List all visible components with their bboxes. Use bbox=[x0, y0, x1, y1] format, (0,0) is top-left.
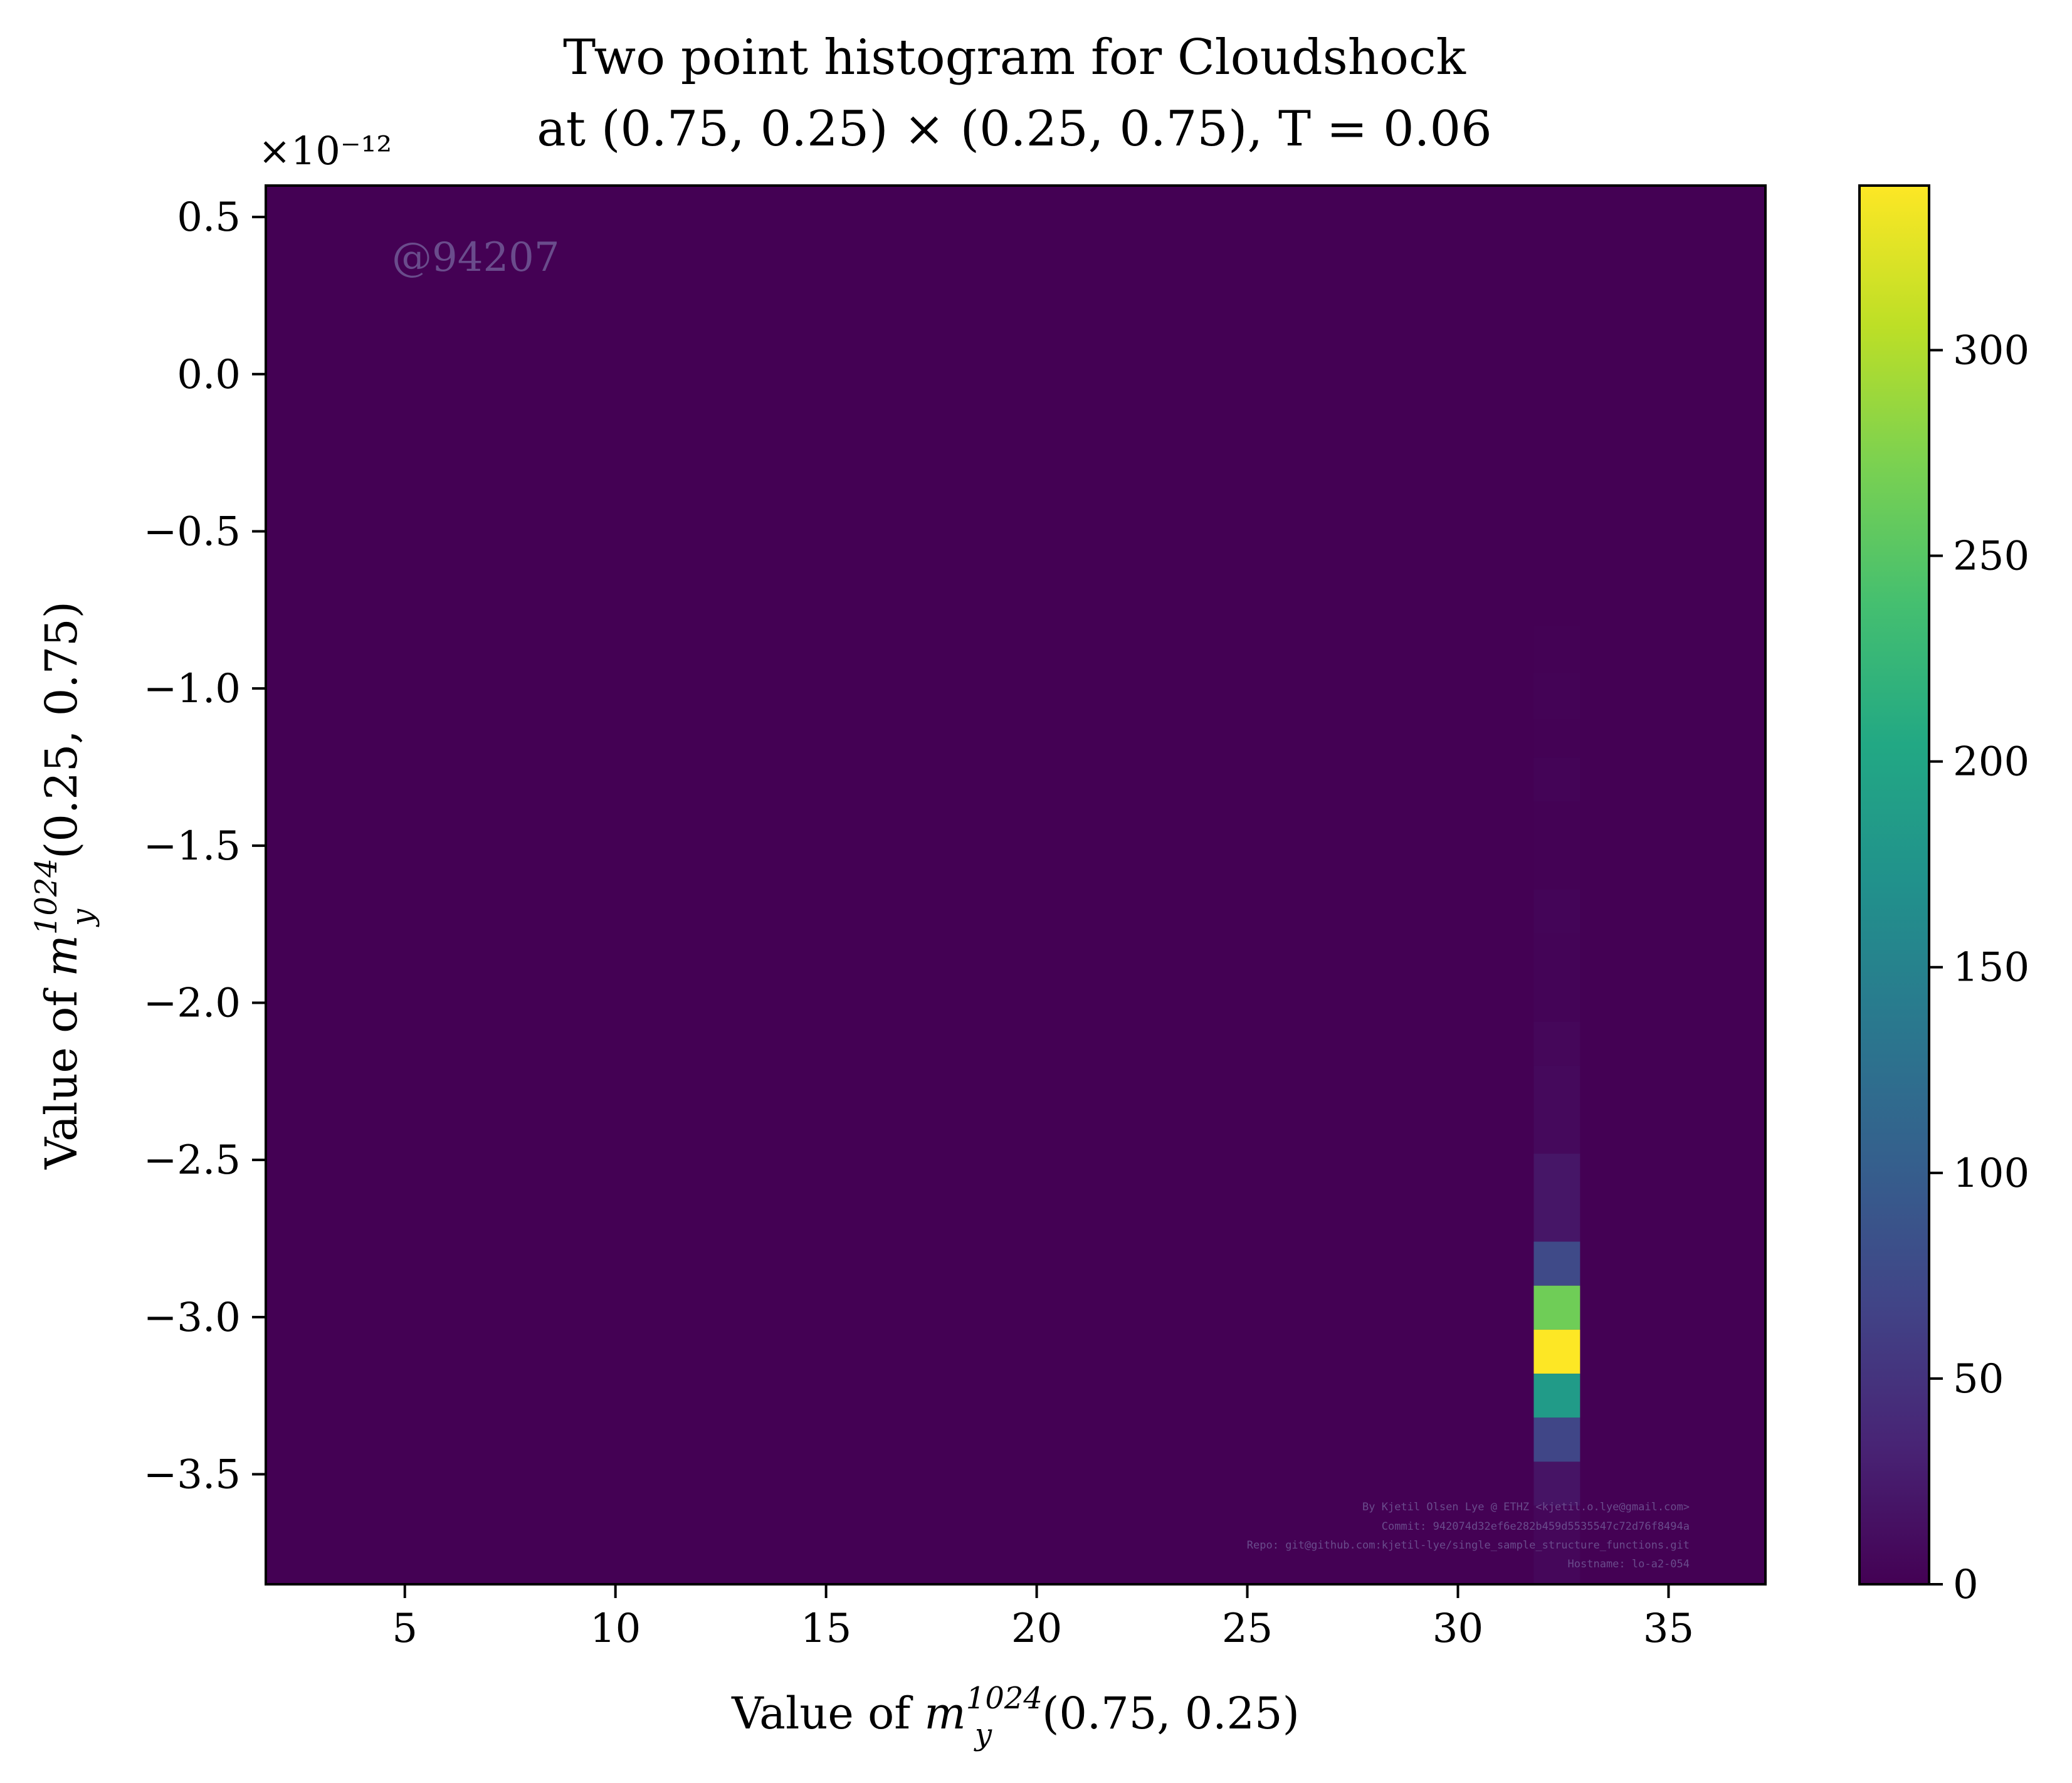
y-axis-label: Value of m1024y(0.25, 0.75) bbox=[29, 601, 100, 1170]
heatmap-cell-12 bbox=[1533, 1329, 1580, 1374]
y-tick-label-6: −2.5 bbox=[144, 1137, 241, 1184]
watermark-tag: @94207 bbox=[392, 234, 560, 281]
colorbar-tick-label-6: 300 bbox=[1953, 327, 2029, 374]
heatmap-cell-6 bbox=[1533, 934, 1580, 1022]
y-axis-ticks: 0.5 0.0 −0.5 −1.0 −1.5 −2.0 −2.5 −3.0 −3.5 bbox=[144, 194, 266, 1498]
x-axis-ticks: 5 10 15 20 25 30 35 bbox=[392, 1584, 1694, 1652]
y-tick-label-7: −3.0 bbox=[144, 1295, 241, 1341]
heatmap-cell-4 bbox=[1533, 801, 1580, 890]
heatmap-cell-14 bbox=[1533, 1417, 1580, 1462]
y-tick-label-8: −3.5 bbox=[144, 1452, 241, 1498]
chart-title-line-1: Two point histogram for Cloudshock bbox=[563, 29, 1466, 86]
x-tick-label-3: 20 bbox=[1011, 1606, 1062, 1652]
x-axis-label-prefix: Value of bbox=[731, 1688, 924, 1739]
heatmap-cell-1 bbox=[1533, 673, 1580, 720]
x-tick-label-5: 30 bbox=[1433, 1606, 1483, 1652]
heatmap-cell-9 bbox=[1533, 1154, 1580, 1242]
colorbar-tick-label-5: 250 bbox=[1953, 534, 2029, 580]
y-tick-label-5: −2.0 bbox=[144, 981, 241, 1027]
y-tick-label-0: 0.5 bbox=[177, 194, 241, 241]
colorbar-gradient bbox=[1859, 186, 1929, 1584]
x-axis-label: Value of m1024 y (0.75, 0.25) bbox=[731, 1681, 1300, 1752]
heatmap-cell-10 bbox=[1533, 1241, 1580, 1286]
x-tick-label-6: 35 bbox=[1643, 1606, 1694, 1652]
colorbar-tick-label-3: 150 bbox=[1953, 945, 2029, 991]
heatmap-cell-0 bbox=[1533, 625, 1580, 673]
heatmap-cells bbox=[1533, 625, 1580, 1584]
heatmap-cell-3 bbox=[1533, 757, 1580, 802]
y-tick-label-3: −1.0 bbox=[144, 666, 241, 712]
heatmap-cell-8 bbox=[1533, 1065, 1580, 1154]
colorbar-tick-label-1: 50 bbox=[1953, 1356, 2004, 1402]
x-tick-label-1: 10 bbox=[590, 1606, 641, 1652]
colorbar-tick-label-2: 100 bbox=[1953, 1150, 2029, 1197]
plot-background bbox=[266, 186, 1765, 1584]
heatmap-cell-11 bbox=[1533, 1285, 1580, 1330]
plot-frame bbox=[265, 184, 1767, 1586]
y-tick-label-1: 0.0 bbox=[177, 352, 241, 398]
y-axis-offset-text: ×10⁻¹² bbox=[258, 128, 392, 174]
x-tick-label-0: 5 bbox=[392, 1606, 418, 1652]
credit-line-repo: Repo: git@github.com:kjetil-lye/single_s… bbox=[1247, 1539, 1690, 1552]
chart-title-line-2: at (0.75, 0.25) × (0.25, 0.75), T = 0.06 bbox=[537, 101, 1491, 157]
x-tick-label-2: 15 bbox=[801, 1606, 851, 1652]
credit-line-commit: Commit: 942074d32ef6e282b459d5535547c72d… bbox=[1382, 1520, 1690, 1533]
heatmap-cell-13 bbox=[1533, 1374, 1580, 1418]
colorbar-tick-label-0: 0 bbox=[1953, 1562, 1979, 1608]
heatmap-cell-2 bbox=[1533, 720, 1580, 758]
x-tick-label-4: 25 bbox=[1222, 1606, 1273, 1652]
heatmap-cell-7 bbox=[1533, 1021, 1580, 1066]
colorbar-tick-label-4: 200 bbox=[1953, 739, 2029, 786]
heatmap-cell-15 bbox=[1533, 1461, 1580, 1506]
x-axis-label-symbol: m bbox=[924, 1688, 965, 1739]
credit-line-author: By Kjetil Olsen Lye @ ETHZ <kjetil.o.lye… bbox=[1362, 1501, 1690, 1513]
y-tick-label-4: −1.5 bbox=[144, 823, 241, 870]
heatmap-cell-16 bbox=[1533, 1505, 1580, 1584]
colorbar-ticks: 0 50 100 150 200 250 300 bbox=[1929, 327, 2029, 1608]
y-tick-label-2: −0.5 bbox=[144, 508, 241, 555]
credit-line-hostname: Hostname: lo-a2-054 bbox=[1568, 1558, 1690, 1570]
heatmap-cell-5 bbox=[1533, 890, 1580, 934]
colorbar-frame bbox=[1858, 184, 1930, 1586]
